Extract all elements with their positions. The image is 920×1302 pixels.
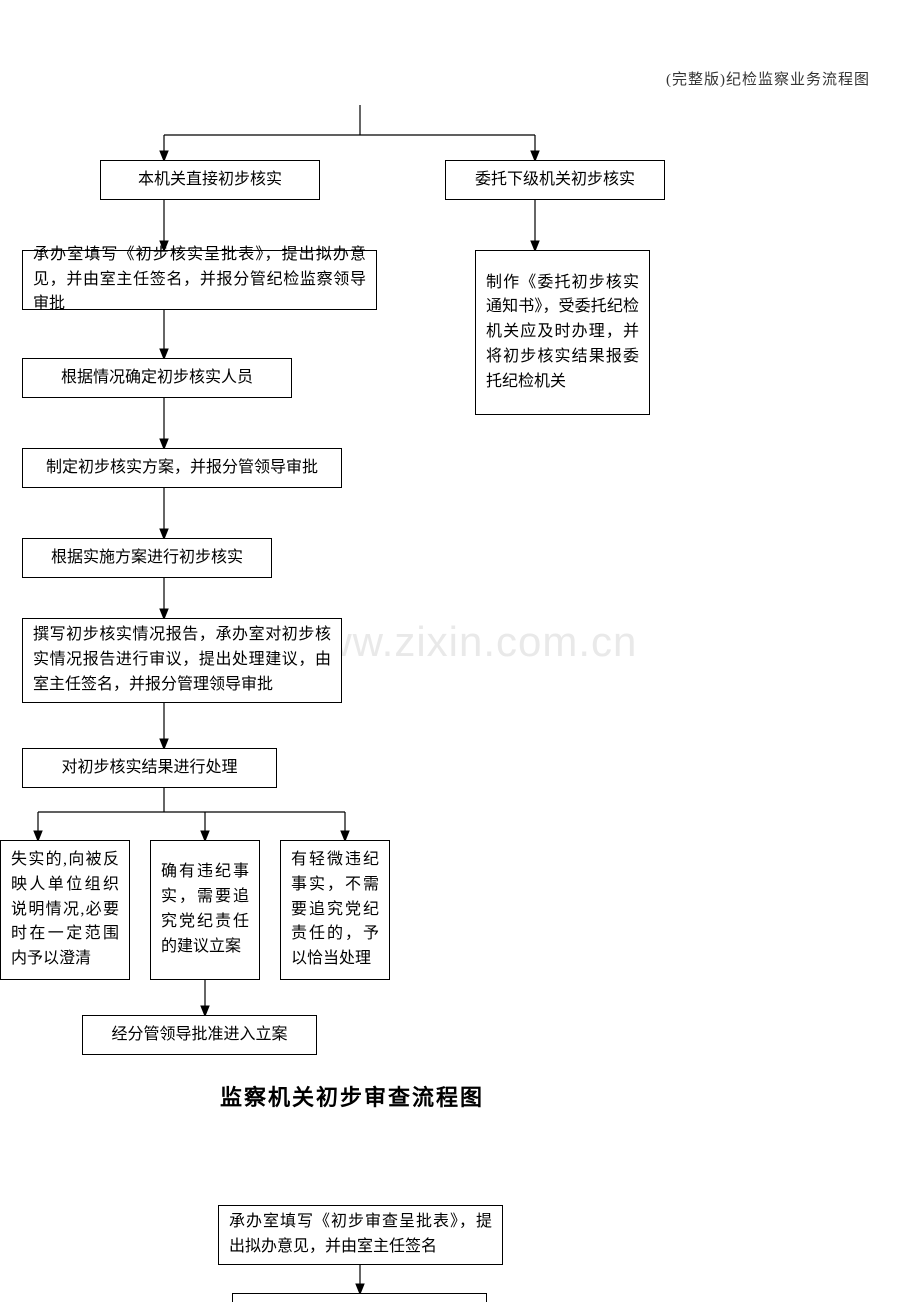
page: (完整版)纪检监察业务流程图 www.zixin.com.cn 本机关直接初步核…	[0, 0, 920, 1302]
node-review-form: 承办室填写《初步审查呈批表》，提出拟办意见，并由室主任签名	[218, 1205, 503, 1265]
node-direct-verify: 本机关直接初步核实	[100, 160, 320, 200]
node-delegate-notice: 制作《委托初步核实通知书》，受委托纪检机关应及时办理，并将初步核实结果报委托纪检…	[475, 250, 650, 415]
node-make-plan: 制定初步核实方案，并报分管领导审批	[22, 448, 342, 488]
node-write-report: 撰写初步核实情况报告，承办室对初步核实情况报告进行审议，提出处理建议，由室主任签…	[22, 618, 342, 703]
node-outcome-clarify: 失实的,向被反映人单位组织说明情况,必要时在一定范围内予以澄清	[0, 840, 130, 980]
node-outcome-minor: 有轻微违纪事实，不需要追究党纪责任的，予以恰当处理	[280, 840, 390, 980]
node-fill-form: 承办室填写《初步核实呈批表》，提出拟办意见，并由室主任签名，并报分管纪检监察领导…	[22, 250, 377, 310]
watermark: www.zixin.com.cn	[290, 618, 637, 666]
node-process-result: 对初步核实结果进行处理	[22, 748, 277, 788]
node-partial-bottom	[232, 1293, 487, 1302]
node-execute-verify: 根据实施方案进行初步核实	[22, 538, 272, 578]
node-assign-staff: 根据情况确定初步核实人员	[22, 358, 292, 398]
section-title-review: 监察机关初步审查流程图	[220, 1080, 484, 1112]
node-delegate-verify: 委托下级机关初步核实	[445, 160, 665, 200]
page-header: (完整版)纪检监察业务流程图	[666, 68, 870, 89]
node-approve-file-case: 经分管领导批准进入立案	[82, 1015, 317, 1055]
node-outcome-file-case: 确有违纪事实，需要追究党纪责任的建议立案	[150, 840, 260, 980]
